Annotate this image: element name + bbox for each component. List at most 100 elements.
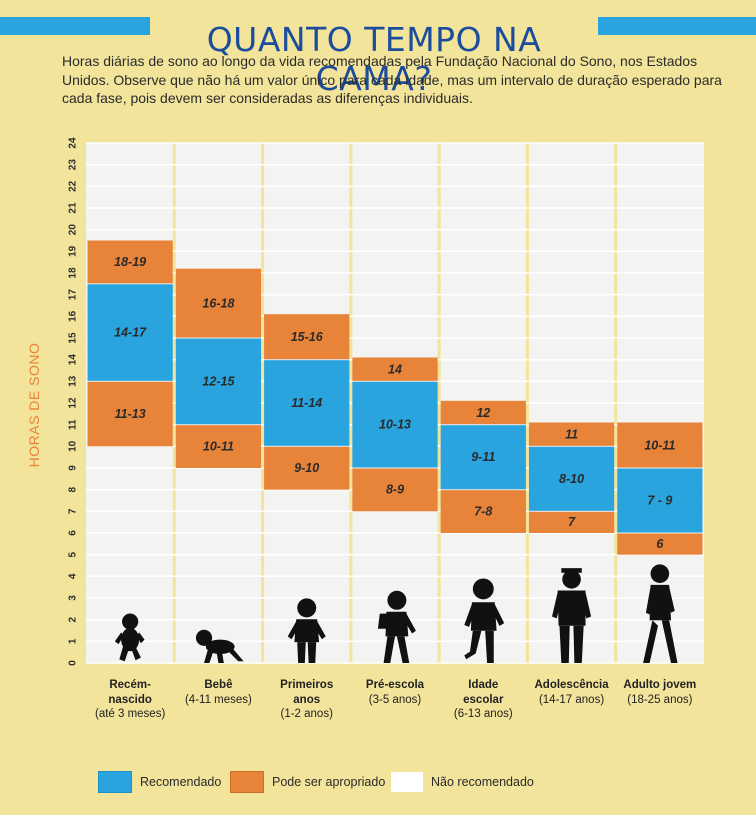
data-label: 8-9 <box>386 483 404 497</box>
bar-recommended <box>352 381 438 468</box>
young-adult-silhouette-icon <box>643 564 678 663</box>
data-label: 7-8 <box>474 504 492 518</box>
category-label: Idade escolar (6-13 anos) <box>439 678 527 722</box>
crawling-baby-silhouette-icon <box>195 629 244 663</box>
y-tick-label: 17 <box>68 289 79 301</box>
data-label: 14 <box>388 362 402 376</box>
data-label: 10-11 <box>644 438 675 452</box>
y-tick-label: 24 <box>68 137 79 149</box>
y-tick-label: 16 <box>68 310 79 322</box>
bar-may-be-appropriate-high <box>175 268 262 338</box>
data-label: 10-11 <box>203 439 234 453</box>
schoolchild-silhouette-icon <box>464 578 505 663</box>
legend-swatch-recommended <box>98 771 132 793</box>
bar-may-be-appropriate-high <box>87 240 173 284</box>
data-label: 6 <box>656 537 664 551</box>
legend-label-not-recommended: Não recomendado <box>431 775 534 789</box>
category-name: Bebê <box>204 679 233 691</box>
y-tick-label: 0 <box>68 660 79 666</box>
category-name: Pré-escola <box>365 679 425 691</box>
category-name: escolar <box>463 693 504 706</box>
y-tick-label: 22 <box>68 180 79 192</box>
bar-recommended <box>528 446 615 512</box>
bar-recommended <box>440 424 526 490</box>
title-left-stripe <box>0 17 150 35</box>
page-title: QUANTO TEMPO NA CAMA? <box>206 20 542 98</box>
legend-may-be-appropriate: Pode ser apropriado <box>230 771 385 793</box>
data-label: 12 <box>476 406 490 420</box>
category-age-range: (6-13 anos) <box>453 708 513 720</box>
intro-text: Horas diárias de sono ao longo da vida r… <box>62 53 722 106</box>
y-tick-label: 4 <box>68 573 79 579</box>
category-name: Recém- <box>109 679 151 691</box>
bar-may-be-appropriate-high <box>352 357 438 382</box>
bar-recommended <box>175 338 262 425</box>
category-name: Primeiros <box>280 679 334 691</box>
y-tick-label: 21 <box>68 202 79 214</box>
data-label: 9-10 <box>294 461 319 475</box>
category-name: anos <box>293 693 321 706</box>
category-label: Adolescência (14-17 anos) <box>528 678 616 707</box>
y-tick-label: 18 <box>68 267 79 279</box>
category-label: Adulto jovem (18-25 anos) <box>616 678 704 707</box>
y-tick-label: 7 <box>68 508 79 514</box>
toddler-silhouette-icon <box>287 598 326 663</box>
bar-recommended <box>87 283 173 382</box>
data-label: 9-11 <box>471 450 495 464</box>
legend-swatch-not-recommended <box>391 772 423 792</box>
title-right-stripe <box>598 17 756 35</box>
data-label: 14-17 <box>114 326 147 340</box>
legend-label-recommended: Recomendado <box>140 775 222 789</box>
teenager-silhouette-icon <box>552 568 592 663</box>
bar-may-be-appropriate-low <box>87 381 173 447</box>
data-label: 8-10 <box>559 472 584 486</box>
y-tick-label: 19 <box>68 245 79 257</box>
data-label: 11-13 <box>115 407 146 421</box>
bar-may-be-appropriate-low <box>528 511 615 533</box>
data-label: 15-16 <box>291 330 324 344</box>
category-label: Pré-escola (3-5 anos) <box>351 678 439 707</box>
y-tick-label: 9 <box>68 465 79 471</box>
y-tick-label: 1 <box>68 638 79 644</box>
category-name: nascido <box>108 693 152 706</box>
y-tick-label: 11 <box>68 419 79 430</box>
category-label: Bebê (4-11 meses) <box>174 678 262 707</box>
data-label: 7 - 9 <box>647 494 672 508</box>
y-tick-label: 10 <box>68 440 79 452</box>
category-age-range: (14-17 anos) <box>538 693 605 706</box>
data-label: 7 <box>568 515 576 529</box>
data-label: 10-13 <box>379 418 411 432</box>
bar-recommended <box>617 468 703 533</box>
bar-may-be-appropriate-low <box>264 446 350 490</box>
y-tick-label: 13 <box>68 375 79 387</box>
category-age-range: (até 3 meses) <box>94 708 166 720</box>
y-tick-label: 6 <box>68 530 79 536</box>
category-label: Recém-nascido (até 3 meses) <box>86 678 174 722</box>
y-tick-label: 15 <box>68 332 79 344</box>
category-age-range: (4-11 meses) <box>184 693 252 706</box>
y-tick-label: 20 <box>68 224 79 236</box>
y-tick-label: 5 <box>68 551 79 557</box>
bar-may-be-appropriate-high <box>440 400 526 425</box>
title-bar: QUANTO TEMPO NA CAMA? <box>0 14 756 98</box>
legend-label-may-be-appropriate: Pode ser apropriado <box>272 775 386 789</box>
category-name: Adolescência <box>534 679 609 691</box>
bar-may-be-appropriate-low <box>352 468 438 512</box>
bar-may-be-appropriate-low <box>175 424 262 468</box>
data-label: 18-19 <box>114 255 146 269</box>
legend-recommended: Recomendado <box>98 771 221 793</box>
y-tick-label: 2 <box>68 616 79 622</box>
y-tick-label: 23 <box>68 159 79 171</box>
y-tick-label: 14 <box>68 354 79 366</box>
bar-recommended <box>264 359 350 447</box>
bar-may-be-appropriate-low <box>440 489 526 533</box>
bar-may-be-appropriate-high <box>264 314 350 360</box>
bar-may-be-appropriate-high <box>617 422 703 468</box>
bar-may-be-appropriate-low <box>617 533 703 555</box>
preschooler-silhouette-icon <box>377 590 416 663</box>
data-label: 11-14 <box>291 396 322 410</box>
y-tick-label: 3 <box>68 595 79 601</box>
category-name: Adulto jovem <box>623 679 697 691</box>
data-label: 11 <box>565 427 578 441</box>
